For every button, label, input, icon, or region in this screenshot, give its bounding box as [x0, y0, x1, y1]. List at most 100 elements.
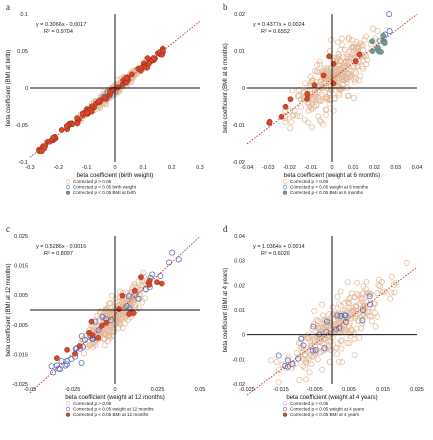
- data-point-beige: [293, 350, 300, 356]
- data-point-beige: [314, 356, 321, 363]
- data-point-beige: [334, 340, 341, 347]
- data-point-red: [54, 355, 60, 361]
- data-point-beige: [361, 36, 368, 43]
- data-point-beige: [346, 71, 353, 78]
- x-tick-label: -0.005: [307, 387, 323, 393]
- data-point-red: [63, 123, 70, 129]
- data-point-blue: [50, 369, 57, 376]
- data-point-beige: [314, 339, 321, 346]
- x-tick-label: -0.05: [24, 387, 37, 393]
- data-point-blue: [135, 295, 142, 302]
- data-point-beige: [317, 117, 323, 124]
- legend-marker: [65, 407, 71, 412]
- data-point-beige: [327, 86, 334, 93]
- data-point-beige: [101, 342, 108, 349]
- data-point-beige: [285, 354, 292, 361]
- data-point-beige: [307, 73, 314, 80]
- data-point-beige: [97, 308, 104, 315]
- data-point-blue: [359, 317, 366, 324]
- data-point-beige: [358, 295, 365, 302]
- data-point-beige: [86, 342, 93, 349]
- x-tick-label: -0.03: [262, 165, 275, 171]
- data-point-beige: [338, 35, 345, 42]
- data-point-beige: [267, 357, 274, 364]
- y-tick-label: 0.005: [14, 293, 28, 299]
- data-point-beige: [117, 321, 124, 328]
- data-point-beige: [307, 79, 314, 86]
- data-point-beige: [296, 377, 303, 383]
- data-point-beige: [79, 336, 86, 343]
- data-point-red: [84, 109, 90, 116]
- data-point-beige: [301, 80, 308, 87]
- data-point-red: [38, 148, 45, 155]
- data-point-beige: [345, 92, 352, 99]
- y-tick-label: 0.025: [14, 234, 28, 240]
- legend-marker: [282, 179, 288, 184]
- x-tick-label: 0: [113, 165, 116, 171]
- legend-label: Corrected p < 0.05 weight at 6 months: [290, 185, 369, 190]
- data-point-beige: [311, 308, 318, 314]
- x-tick-label: 0.05: [195, 387, 206, 393]
- data-point-beige: [337, 46, 344, 53]
- x-tick-label: 0.2: [168, 165, 176, 171]
- data-point-beige: [351, 336, 358, 342]
- regression-equation: y = 0.5286x - 0.0016: [36, 244, 86, 250]
- data-point-beige: [391, 289, 398, 296]
- data-point-beige: [298, 104, 305, 111]
- panel-b: b -0.04 -0.03 -0.02 -0.01 0 0.01 0.02 0.03 0.04-…: [217, 0, 433, 218]
- y-tick-label: -0.02: [232, 160, 245, 166]
- y-tick-label: 0.05: [17, 49, 28, 55]
- data-point-red: [266, 118, 273, 125]
- data-point-beige: [287, 125, 294, 132]
- data-point-beige: [337, 288, 344, 295]
- data-point-beige: [322, 346, 329, 353]
- y-tick-label: -0.1: [19, 160, 28, 166]
- data-point-red: [287, 96, 294, 103]
- data-point-beige: [339, 77, 346, 84]
- data-point-beige: [295, 92, 302, 99]
- r-squared: R² = 0.8097: [44, 251, 73, 257]
- legend-label: Corrected p > 0.05: [73, 401, 112, 406]
- data-point-beige: [81, 350, 87, 357]
- x-tick-label: -0.015: [273, 387, 289, 393]
- data-point-blue: [125, 293, 132, 300]
- data-point-beige: [351, 68, 358, 75]
- data-point-green: [369, 48, 376, 54]
- data-point-red: [138, 274, 144, 280]
- x-tick-label: 0: [113, 387, 116, 393]
- data-point-beige: [140, 269, 147, 276]
- data-point-beige: [313, 317, 320, 323]
- data-point-beige: [359, 65, 366, 72]
- x-tick-label: 0.005: [342, 387, 356, 393]
- data-point-beige: [375, 281, 382, 288]
- data-point-beige: [403, 260, 410, 266]
- data-point-blue: [78, 333, 85, 340]
- data-point-beige: [335, 66, 342, 72]
- data-point-beige: [354, 44, 361, 51]
- data-point-beige: [139, 299, 146, 306]
- data-point-beige: [325, 345, 332, 352]
- data-point-beige: [345, 36, 352, 43]
- legend-marker: [65, 412, 71, 417]
- data-point-red: [131, 287, 138, 294]
- legend-label: Corrected p < 0.05 BMI at 6 months: [290, 190, 364, 195]
- data-point-beige: [330, 107, 337, 114]
- data-point-beige: [315, 113, 322, 120]
- data-point-beige: [352, 315, 358, 322]
- data-point-beige: [357, 72, 364, 79]
- data-point-beige: [340, 62, 347, 69]
- data-point-blue: [342, 318, 349, 325]
- legend-label: Corrected p < 0.05 BMI at 12 months: [73, 412, 149, 417]
- data-point-blue: [169, 249, 176, 256]
- data-point-beige: [393, 279, 400, 286]
- data-point-red: [282, 103, 289, 110]
- data-point-beige: [310, 353, 317, 360]
- data-point-beige: [360, 305, 366, 311]
- chart-c-scatter: -0.05 -0.025 0 0.025 0.05-0.025-0.015-0.0050…: [6, 234, 206, 417]
- data-point-beige: [390, 281, 397, 288]
- data-point-blue: [284, 357, 291, 364]
- data-point-red: [304, 91, 311, 97]
- data-point-beige: [294, 93, 301, 100]
- data-point-beige: [360, 303, 367, 310]
- data-point-red: [154, 279, 160, 285]
